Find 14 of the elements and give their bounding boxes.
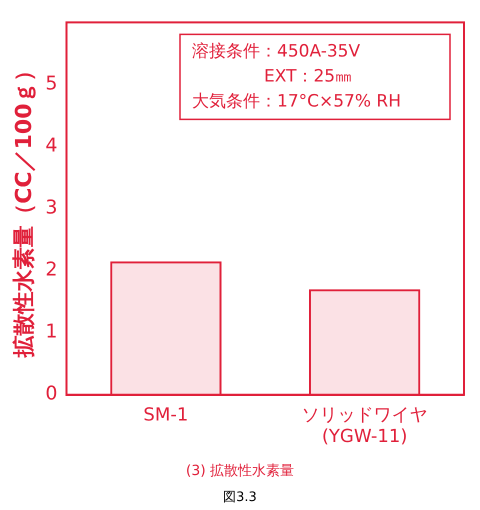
y-tick-label: 2 (45, 258, 58, 281)
y-tick-label: 4 (45, 134, 58, 156)
x-tick-label: SM-1 (143, 404, 188, 426)
text: (3) 拡散性水素量 (184, 462, 296, 480)
x-tick-label: ソリッドワイヤ (YGW-11) (302, 404, 428, 447)
y-tick-label: 0 (45, 382, 58, 405)
y-tick-label: 3 (45, 196, 58, 219)
y-tick-label: 1 (45, 320, 58, 343)
caption: 図3.3 (222, 489, 258, 506)
annotation: EXT：25㎜ (264, 66, 352, 86)
annotation: 大気条件：17°C×57% RH (192, 91, 402, 112)
annotation: 溶接条件：450A-35V (192, 41, 360, 62)
y-axis-title: 拡散性水素量（CC／100ｇ） (12, 59, 37, 359)
y-tick-label: 5 (45, 72, 58, 94)
